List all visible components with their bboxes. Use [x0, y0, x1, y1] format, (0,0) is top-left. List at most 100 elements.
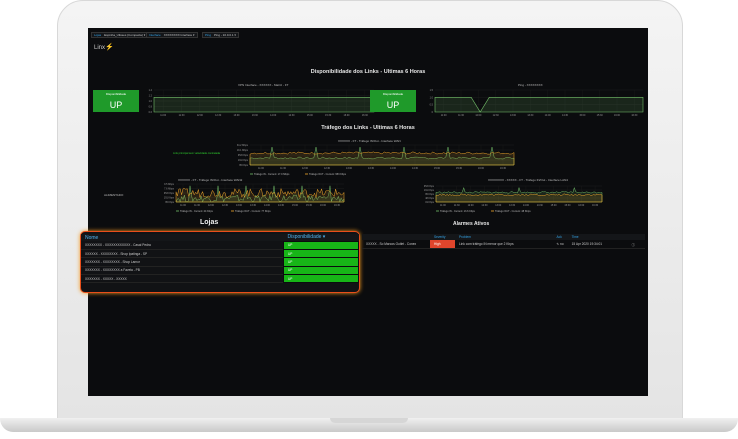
x-tick-label: 11:30: [454, 204, 460, 207]
dashboard-screen: Lojas Espinha_Ulisses (Compacta) ▾ Interf…: [80, 28, 648, 396]
alarm-ack[interactable]: ✎ no: [556, 242, 564, 247]
status-badge: UP: [283, 248, 359, 259]
legend-entry: Tráfego IN - Current: 13.6 Kbps: [440, 210, 476, 213]
x-tick-label: 11:00: [180, 204, 186, 207]
stat-label: Disponibilidade: [382, 92, 404, 96]
traffic-chart-title: XXXXXX - FT - Tráfego IN/Out - Interface…: [338, 139, 401, 143]
y-tick-label: 191 Kbps: [164, 197, 175, 200]
series-traffic-in: [249, 146, 515, 166]
severity-badge: High: [430, 240, 455, 249]
x-tick-label: 15:30: [564, 204, 571, 207]
x-tick-label: 13:00: [510, 114, 517, 117]
x-tick-label: 13:30: [527, 114, 534, 117]
y-tick-label: 0.5: [430, 104, 434, 107]
chart-title-ping: Ping - XXXXXXXX: [518, 83, 543, 87]
column-problem[interactable]: Problem: [455, 234, 553, 240]
y-tick-label: 1.2: [149, 95, 153, 98]
x-tick-label: 15:30: [456, 167, 463, 170]
column-time[interactable]: Time: [567, 234, 628, 240]
store-name: XXXXXXX - XXXXXXXX a Favela - PB: [85, 268, 140, 273]
y-tick-label: 1.4: [149, 89, 153, 92]
traffic-chart-title: XXXXXXXX - XXXXX - FT - Tráfego IN/Out -…: [488, 178, 568, 182]
traffic-title: Tráfego dos Links - Ultimas 6 Horas: [321, 125, 415, 131]
stat-label: Disponibilidade: [105, 92, 127, 96]
y-tick-label: 48 Kbps: [425, 197, 435, 200]
y-tick-label: 34.2 Mbps: [237, 144, 249, 147]
store-name: XXXXXXX - XXXXXXXX - Shop Lamor: [85, 259, 140, 264]
availability-series: [153, 97, 375, 113]
x-tick-label: 11:00: [160, 114, 166, 117]
y-tick-label: 191 Kbps: [238, 159, 249, 162]
variable-ping[interactable]: Ping Ping - 10.0.0.1 ▾: [202, 32, 239, 38]
x-tick-label: 11:30: [458, 114, 464, 117]
y-tick-label: 1.0: [430, 96, 434, 99]
alarmes-table: Severity Problem Ack Time XXXXX - So Marcos…: [362, 234, 645, 249]
x-tick-label: 16:00: [344, 114, 351, 117]
stat-value: UP: [109, 100, 123, 110]
x-tick-label: 11:30: [179, 114, 185, 117]
info-icon[interactable]: ⓘ: [631, 242, 635, 247]
x-tick-label: 15:00: [579, 114, 586, 117]
variable-interface[interactable]: Interface XXXXXXXX Interface ▾: [146, 32, 198, 38]
alarm-problem: Link com tráfego IN menor que 2 Kbps: [459, 242, 514, 247]
x-tick-label: 11:30: [194, 204, 200, 207]
variable-lojas[interactable]: Lojas Espinha_Ulisses (Compacta) ▾: [91, 32, 149, 38]
stat-panel-ping: Disponibilidade UP: [370, 90, 416, 112]
x-tick-label: 16:30: [500, 167, 507, 170]
x-tick-label: 15:00: [434, 167, 441, 170]
y-tick-label: 1.0: [149, 100, 153, 103]
x-tick-label: 16:00: [320, 204, 327, 207]
table-row[interactable]: XXXXX - So Marcos Outlet - Conex High Link…: [362, 240, 645, 249]
legend-entry: Tráfego OUT - Current: 953 Kbps: [309, 173, 347, 176]
column-host: [362, 234, 430, 240]
x-tick-label: 12:30: [222, 204, 229, 207]
x-tick-label: 14:00: [390, 167, 397, 170]
table-row: XXXXXXXX - XXXXXXXXXXXX - Casal Pedra UP: [81, 240, 359, 250]
y-tick-label: 1.5: [430, 89, 434, 92]
y-tick-label: 95 Kbps: [239, 164, 249, 167]
store-name: XXXXXXX - XXXXX - XXXXX: [85, 276, 127, 281]
x-tick-label: 16:30: [592, 204, 599, 207]
availability-chart-ping: 1.5 1.0 0.5 0 11:00 11:30 12:00 12:30 13:00 13:30…: [430, 89, 644, 117]
y-tick-label: 95 Kbps: [425, 193, 435, 196]
y-tick-label: 7.6 Mbps: [164, 188, 175, 191]
table-row: XXXXXXX - XXXXXXXX a Favela - PB UP: [81, 265, 359, 276]
column-severity[interactable]: Severity: [430, 234, 455, 240]
x-tick-label: 12:00: [475, 114, 482, 117]
traffic-chart-wan: 34.2 Mbps 19.1 Mbps 953 Kbps 191 Kbps 95 Kbp…: [237, 144, 515, 176]
y-tick-label: 19.1 Mbps: [237, 149, 249, 152]
series-traffic-in: [175, 185, 345, 203]
y-tick-label: 0.8: [149, 106, 153, 109]
x-tick-label: 12:30: [481, 204, 488, 207]
x-tick-label: 12:30: [215, 114, 222, 117]
chart-title-vpn: VPN Interface - XXXXXX - Matriz - FT: [238, 83, 289, 87]
x-tick-label: 13:00: [495, 204, 502, 207]
x-tick-label: 11:00: [440, 204, 446, 207]
logo: Linx⚡: [94, 44, 114, 51]
x-tick-label: 12:00: [197, 114, 204, 117]
x-tick-label: 14:00: [523, 204, 530, 207]
x-tick-label: 11:00: [441, 114, 447, 117]
x-tick-label: 16:00: [614, 114, 621, 117]
x-tick-label: 14:30: [289, 114, 296, 117]
laptop-notch: [330, 418, 408, 423]
x-tick-label: 14:30: [278, 204, 285, 207]
x-tick-label: 13:30: [368, 167, 375, 170]
column-disponibilidade[interactable]: Disponibilidade ▾: [283, 234, 359, 241]
column-nome[interactable]: Nome: [81, 234, 284, 241]
x-tick-label: 12:00: [468, 204, 475, 207]
lojas-title: Lojas: [200, 219, 219, 226]
x-tick-label: 14:00: [545, 114, 552, 117]
legend-entry: Tráfego IN - Current: 17.0 Mbps: [254, 173, 290, 176]
stat-value: UP: [386, 100, 400, 110]
table-row: XXXXXXX - XXXXXXXX - Shop Lamor UP: [81, 257, 359, 267]
traffic-side-label: ALIMENTADO: [104, 193, 124, 197]
x-tick-label: 14:30: [562, 114, 569, 117]
x-tick-label: 12:30: [493, 114, 500, 117]
x-tick-label: 13:00: [346, 167, 353, 170]
column-ack[interactable]: Ack: [552, 234, 568, 240]
x-tick-label: 16:00: [478, 167, 485, 170]
x-tick-label: 13:30: [509, 204, 516, 207]
traffic-chart-title: XXXXXX - FT - Tráfego IN/Out - Interface…: [178, 178, 243, 182]
